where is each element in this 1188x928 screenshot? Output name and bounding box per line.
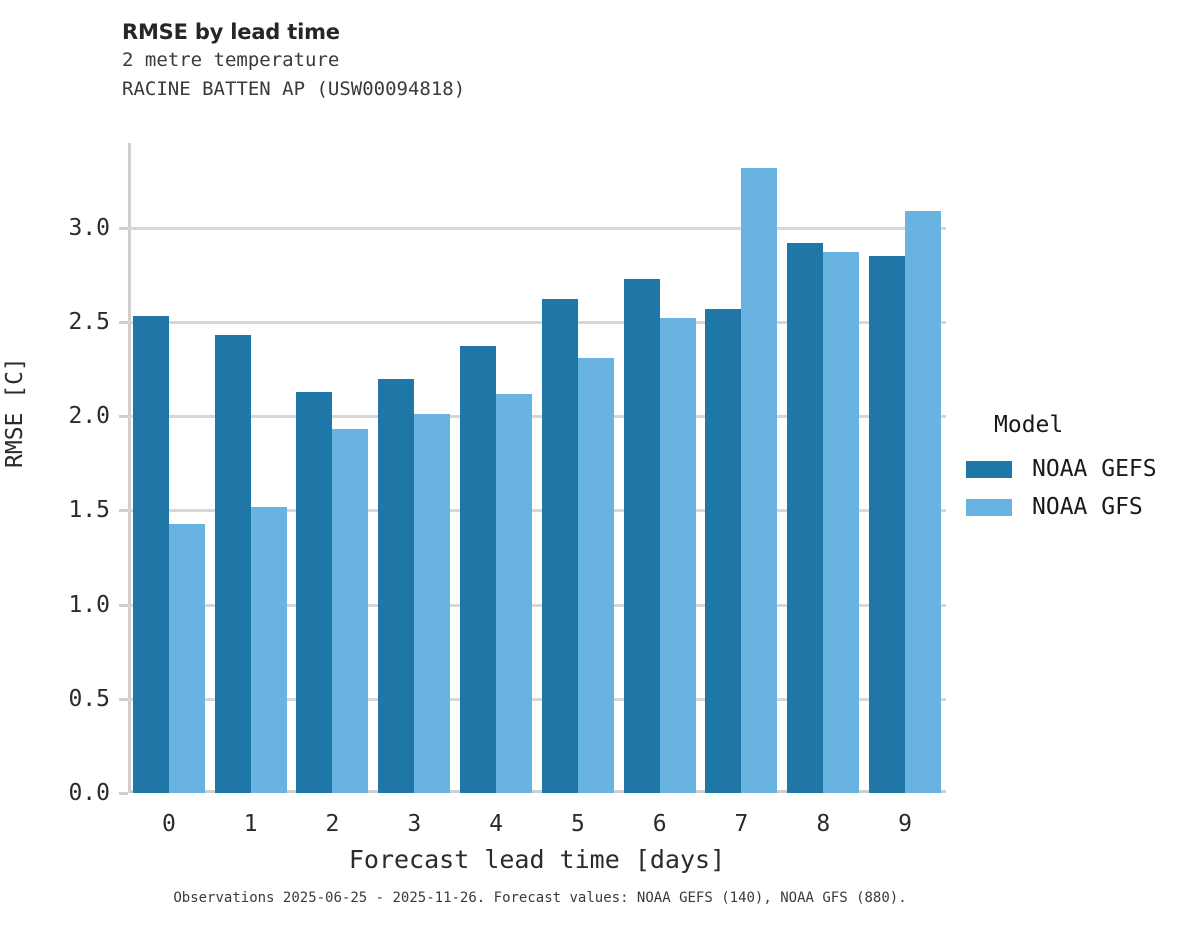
bar-group-8: 8 xyxy=(782,143,864,837)
legend-title: Model xyxy=(994,412,1064,438)
y-axis-tick-label: 2.5 xyxy=(68,308,110,335)
legend-item[interactable]: NOAA GEFS xyxy=(966,452,1181,486)
bar-group-1: 1 xyxy=(210,143,292,837)
legend-swatch-icon xyxy=(966,460,1012,478)
bar-noaa-gefs-day-0[interactable] xyxy=(132,316,169,793)
bar-group-0: 0 xyxy=(128,143,210,837)
page-title: RMSE by lead time xyxy=(122,20,340,44)
bar-noaa-gefs-day-2[interactable] xyxy=(296,391,333,793)
bar-noaa-gfs-day-4[interactable] xyxy=(496,393,533,793)
bar-group-4: 4 xyxy=(455,143,537,837)
legend: Model NOAA GEFS NOAA GFS xyxy=(966,412,1181,528)
plot-area: 0.0 0.5 1.0 1.5 2.0 2.5 3.0 0 1 2 3 4 5 6 7 8 9 xyxy=(68,143,946,837)
x-axis-tick-label: 3 xyxy=(407,811,422,837)
gridline xyxy=(128,603,946,607)
x-axis-tick-label: 0 xyxy=(161,811,176,837)
x-axis-title: Forecast lead time [days] xyxy=(348,845,726,874)
gridline xyxy=(128,697,946,701)
bar-noaa-gfs-day-7[interactable] xyxy=(741,167,778,793)
bar-group-7: 7 xyxy=(701,143,783,837)
y-axis-tick-mark xyxy=(119,603,128,607)
y-axis-tick-mark xyxy=(119,415,128,419)
bar-noaa-gfs-day-9[interactable] xyxy=(905,210,942,793)
y-axis-tick-mark xyxy=(119,697,128,701)
x-axis-tick-label: 1 xyxy=(243,811,258,837)
subtitle-variable: 2 metre temperature xyxy=(122,49,340,71)
bar-noaa-gefs-day-6[interactable] xyxy=(623,278,660,793)
bar-noaa-gefs-day-5[interactable] xyxy=(541,299,578,793)
bar-group-6: 6 xyxy=(619,143,701,837)
bar-noaa-gefs-day-9[interactable] xyxy=(869,256,906,793)
y-axis-tick-label: 2.0 xyxy=(68,403,110,430)
x-axis-tick-label: 6 xyxy=(652,811,667,837)
bar-noaa-gfs-day-3[interactable] xyxy=(414,414,451,793)
gridline xyxy=(128,509,946,513)
footer-note: Observations 2025-06-25 - 2025-11-26. Fo… xyxy=(173,890,907,906)
bar-noaa-gfs-day-1[interactable] xyxy=(250,506,287,793)
gridline xyxy=(128,320,946,324)
y-axis-tick-label: 0.0 xyxy=(68,780,110,806)
bar-noaa-gefs-day-4[interactable] xyxy=(460,346,497,793)
subtitle-station: RACINE BATTEN AP (USW00094818) xyxy=(122,78,466,100)
bar-noaa-gfs-day-8[interactable] xyxy=(823,252,860,793)
x-axis-tick-label: 5 xyxy=(570,811,585,837)
gridline xyxy=(128,415,946,419)
x-axis-tick-label: 7 xyxy=(734,811,749,837)
bar-groups: 0 1 2 3 4 5 6 7 8 9 xyxy=(128,143,946,837)
x-axis-tick-label: 4 xyxy=(489,811,504,837)
bar-noaa-gefs-day-3[interactable] xyxy=(378,378,415,793)
bar-group-5: 5 xyxy=(537,143,619,837)
legend-swatch-icon xyxy=(966,498,1012,516)
legend-label: NOAA GFS xyxy=(1032,494,1143,520)
y-axis-tick-mark xyxy=(119,792,128,795)
y-axis-tick-label: 3.0 xyxy=(68,214,110,241)
legend-rows: NOAA GEFS NOAA GFS xyxy=(966,452,1181,524)
title-block: RMSE by lead time 2 metre temperature RA… xyxy=(122,18,465,104)
bar-group-2: 2 xyxy=(292,143,374,837)
bar-group-3: 3 xyxy=(373,143,455,837)
y-axis-tick-label: 1.5 xyxy=(68,497,110,524)
x-axis-tick-label: 8 xyxy=(816,811,831,837)
legend-item[interactable]: NOAA GFS xyxy=(966,490,1181,524)
bar-noaa-gfs-day-2[interactable] xyxy=(332,429,369,793)
bar-noaa-gefs-day-7[interactable] xyxy=(705,308,742,793)
y-axis-tick-label: 0.5 xyxy=(68,685,110,712)
bar-noaa-gefs-day-1[interactable] xyxy=(214,335,251,793)
bar-group-9: 9 xyxy=(864,143,946,837)
gridline xyxy=(128,226,946,230)
x-axis-tick-label: 9 xyxy=(898,811,912,837)
y-axis-tick-label: 1.0 xyxy=(68,591,110,618)
legend-label: NOAA GEFS xyxy=(1032,456,1157,482)
y-axis-tick-mark xyxy=(119,320,128,324)
plot-frame xyxy=(128,143,946,793)
bar-noaa-gfs-day-0[interactable] xyxy=(168,523,205,793)
y-axis-tick-mark xyxy=(119,509,128,513)
bar-noaa-gfs-day-6[interactable] xyxy=(659,318,696,793)
x-axis-tick-label: 2 xyxy=(325,811,340,837)
bar-noaa-gfs-day-5[interactable] xyxy=(577,357,614,793)
bar-noaa-gefs-day-8[interactable] xyxy=(787,242,824,793)
y-axis-title: RMSE [C] xyxy=(2,357,28,468)
y-axis-tick-mark xyxy=(119,226,128,230)
